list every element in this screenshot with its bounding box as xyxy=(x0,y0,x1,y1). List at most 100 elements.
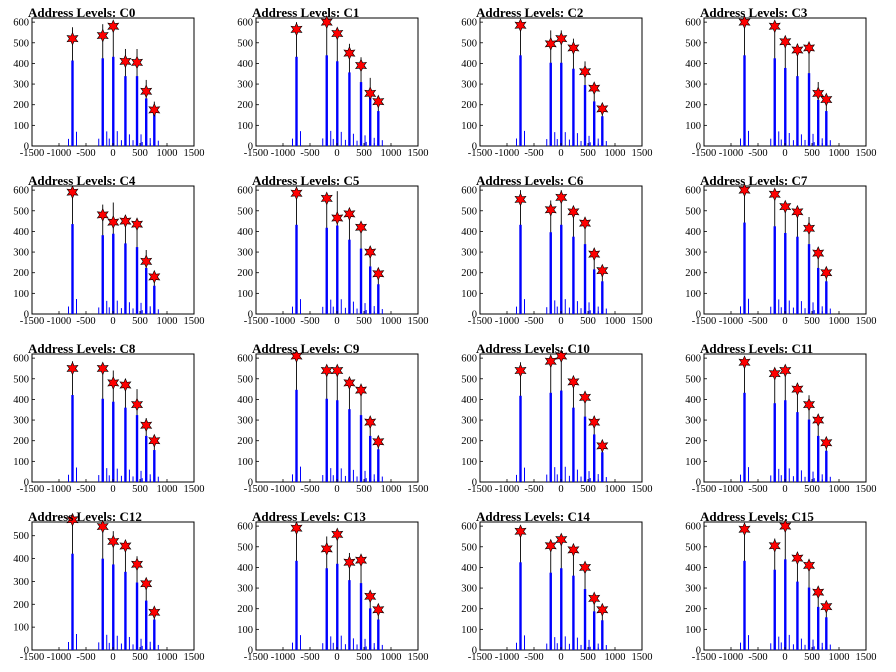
x-tick-label: -1000 xyxy=(719,484,744,495)
histogram-bar xyxy=(560,224,563,314)
chart-panel: 0 100 200 300 400 500 600 -1500 -1000 -500 0 500 100… xyxy=(672,336,896,504)
peak-marker xyxy=(131,397,144,412)
histogram-bar xyxy=(71,553,74,650)
y-tick-label: 400 xyxy=(685,395,701,406)
peak-marker xyxy=(738,355,751,370)
histogram-bar xyxy=(807,73,811,146)
histogram-bar xyxy=(112,233,115,314)
y-tick-label: 100 xyxy=(237,625,253,636)
peak-marker xyxy=(779,519,792,534)
peak-marker xyxy=(791,551,804,566)
peak-marker xyxy=(96,207,109,222)
x-tick-label: 1500 xyxy=(856,652,877,663)
y-tick-label: 400 xyxy=(461,227,477,238)
histogram-bar xyxy=(295,56,298,146)
y-tick-label: 500 xyxy=(237,542,253,553)
chart-svg: 0 100 200 300 400 500 600 -1500 -1000 -500 0 500 100… xyxy=(237,521,429,663)
y-tick-label: 200 xyxy=(685,604,701,615)
y-tick-label: 300 xyxy=(237,416,253,427)
histogram-bar xyxy=(519,55,522,147)
histogram-bar xyxy=(124,243,127,314)
chart-panel: 0 100 200 300 400 500 600 -1500 -1000 -500 0 500 100… xyxy=(672,168,896,336)
peak-marker xyxy=(320,541,333,556)
peak-marker xyxy=(320,191,333,206)
peak-marker xyxy=(738,522,751,537)
y-tick-label: 100 xyxy=(685,457,701,468)
peak-marker xyxy=(140,576,153,591)
x-tick-label: 500 xyxy=(356,316,372,327)
x-tick-label: 500 xyxy=(804,148,820,159)
y-tick-label: 500 xyxy=(13,38,29,49)
histogram-bar xyxy=(784,559,787,650)
histogram-bar xyxy=(377,619,380,650)
x-tick-label: 0 xyxy=(334,484,339,495)
y-tick-label: 200 xyxy=(461,436,477,447)
x-tick-label: -1500 xyxy=(20,652,45,663)
histogram-bar xyxy=(825,617,828,650)
x-tick-label: 1500 xyxy=(856,316,877,327)
x-tick-label: -500 xyxy=(524,148,543,159)
histogram-bar xyxy=(101,558,104,650)
histogram-bar xyxy=(549,392,552,482)
y-tick-label: 600 xyxy=(237,186,253,197)
y-tick-label: 100 xyxy=(685,121,701,132)
y-tick-label: 0 xyxy=(472,142,477,153)
y-tick-label: 600 xyxy=(685,18,701,29)
histogram-bar xyxy=(71,60,74,146)
x-tick-label: 1000 xyxy=(829,652,850,663)
x-tick-label: 0 xyxy=(334,148,339,159)
y-tick-label: 500 xyxy=(685,206,701,217)
histogram-bar xyxy=(336,563,339,650)
x-tick-label: -1500 xyxy=(692,484,717,495)
peak-marker xyxy=(820,599,833,614)
y-tick-label: 400 xyxy=(13,227,29,238)
peak-marker xyxy=(320,15,333,30)
y-tick-label: 400 xyxy=(461,59,477,70)
chart-title: Address Levels: C11 xyxy=(700,341,814,356)
chart-svg: 0 100 200 300 400 500 600 -1500 -1000 -500 0 500 100… xyxy=(685,353,877,495)
x-tick-label: 500 xyxy=(356,484,372,495)
peak-marker xyxy=(290,349,303,364)
peak-marker xyxy=(555,190,568,205)
y-tick-label: 200 xyxy=(685,436,701,447)
peak-marker xyxy=(148,605,161,620)
peak-marker xyxy=(544,538,557,553)
histogram-bar xyxy=(583,85,587,146)
x-tick-label: 500 xyxy=(804,484,820,495)
histogram-bar xyxy=(572,68,575,146)
chart-panel: 0 100 200 300 400 500 600 -1500 -1000 -500 0 500 100… xyxy=(0,0,224,168)
histogram-bar xyxy=(743,222,746,314)
peak-marker xyxy=(791,382,804,397)
histogram-bar xyxy=(572,575,575,650)
histogram-bar xyxy=(153,114,156,146)
y-tick-label: 0 xyxy=(472,310,477,321)
x-tick-label: -500 xyxy=(300,484,319,495)
y-tick-label: 300 xyxy=(461,248,477,259)
x-tick-label: -500 xyxy=(76,652,95,663)
histogram-bar xyxy=(124,407,127,482)
y-tick-label: 100 xyxy=(461,289,477,300)
histogram-bar xyxy=(377,284,380,314)
y-tick-label: 100 xyxy=(461,121,477,132)
x-tick-label: -500 xyxy=(748,484,767,495)
x-tick-label: -500 xyxy=(300,652,319,663)
y-tick-label: 400 xyxy=(13,59,29,70)
x-tick-label: 500 xyxy=(356,652,372,663)
histogram-bar xyxy=(153,619,156,650)
y-tick-label: 600 xyxy=(461,18,477,29)
peak-marker xyxy=(514,192,527,207)
y-tick-label: 300 xyxy=(13,248,29,259)
x-tick-label: -1000 xyxy=(495,148,520,159)
x-tick-label: 1000 xyxy=(157,652,178,663)
peak-marker xyxy=(331,363,344,378)
y-tick-label: 300 xyxy=(685,584,701,595)
y-tick-label: 100 xyxy=(237,289,253,300)
histogram-bar xyxy=(348,72,351,146)
histogram-bar xyxy=(560,568,563,650)
y-tick-label: 400 xyxy=(685,59,701,70)
x-tick-label: 1000 xyxy=(157,484,178,495)
histogram-bar xyxy=(71,224,74,314)
y-tick-label: 100 xyxy=(13,623,29,634)
histogram-bar xyxy=(135,415,139,482)
histogram-bar xyxy=(101,58,104,146)
